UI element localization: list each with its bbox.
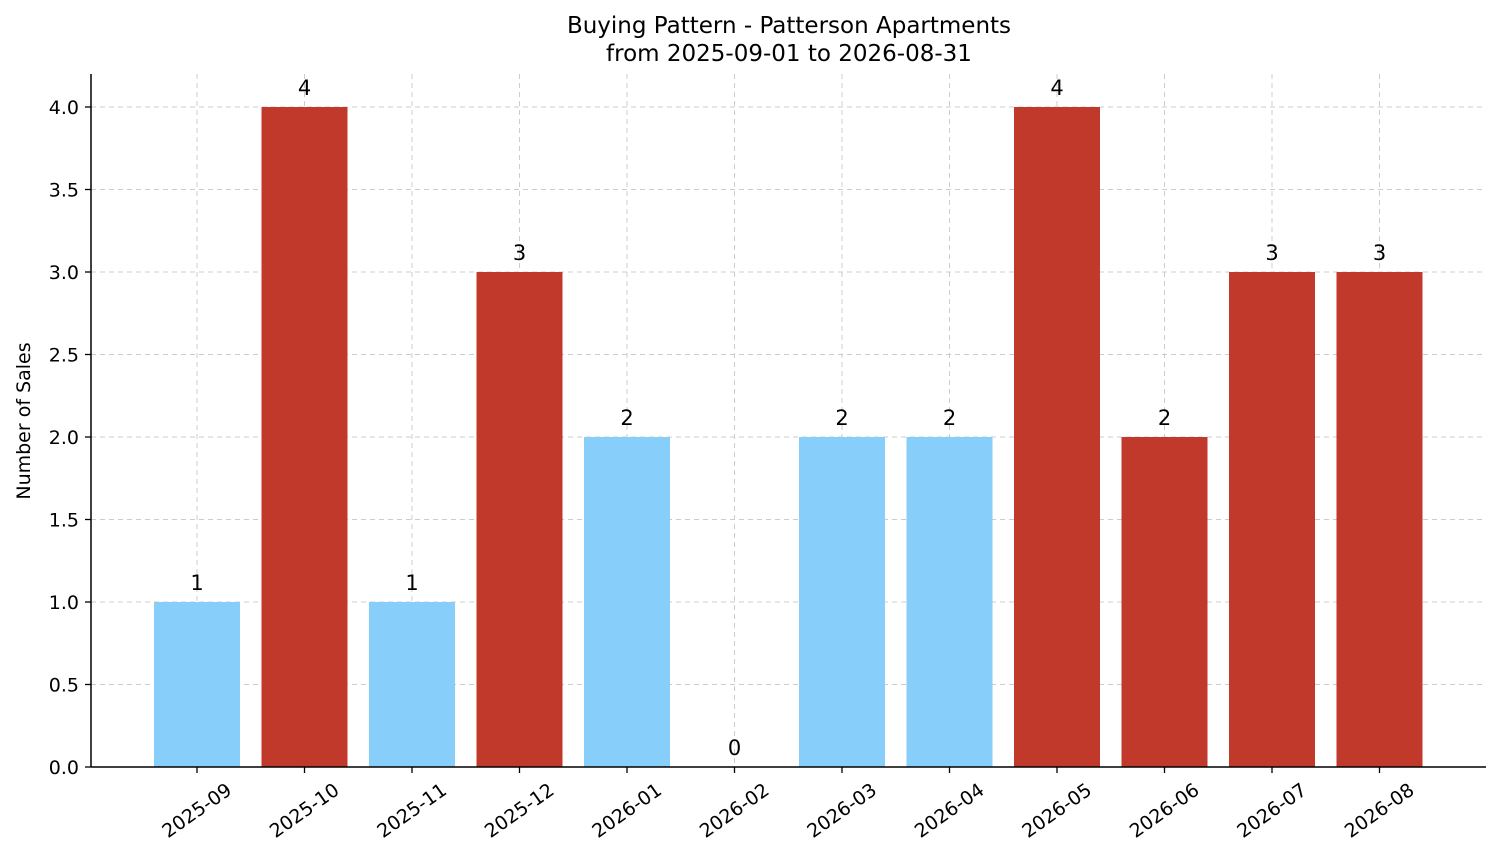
bar-value-label: 2 — [1158, 406, 1171, 430]
y-axis-label: Number of Sales — [13, 342, 35, 499]
bar-2026-01 — [584, 437, 670, 767]
bar-value-label: 3 — [1265, 241, 1278, 265]
x-tick-label: 2026-03 — [803, 779, 881, 843]
bar-2026-03 — [799, 437, 885, 767]
bar-2025-10 — [261, 107, 348, 767]
y-tick-label: 1.0 — [49, 592, 79, 614]
bar-2026-04 — [906, 437, 993, 767]
x-tick-label: 2025-09 — [158, 779, 236, 843]
x-tick-label: 2026-08 — [1341, 779, 1419, 843]
bar-2026-05 — [1014, 107, 1100, 767]
bar-value-label: 1 — [190, 571, 203, 595]
bar-value-label: 2 — [620, 406, 633, 430]
bar-2025-12 — [476, 272, 563, 767]
bar-value-label: 3 — [1373, 241, 1386, 265]
x-tick-label: 2026-05 — [1018, 779, 1096, 843]
bar-value-label: 1 — [405, 571, 418, 595]
data-labels: 1 4 1 3 2 0 2 2 4 2 3 3 — [190, 76, 1386, 760]
x-tick-label: 2026-04 — [911, 779, 989, 843]
bar-value-label: 2 — [943, 406, 956, 430]
chart-subtitle: from 2025-09-01 to 2026-08-31 — [606, 41, 972, 67]
x-tick-label: 2025-11 — [373, 779, 451, 843]
bar-2025-11 — [369, 602, 455, 767]
bars — [154, 107, 1423, 767]
y-tick-label: 2.0 — [49, 427, 79, 449]
chart-title: Buying Pattern - Patterson Apartments — [567, 13, 1011, 39]
bar-value-label: 2 — [835, 406, 848, 430]
y-tick-label: 0.5 — [49, 675, 79, 697]
x-tick-label: 2025-10 — [266, 779, 344, 843]
y-tick-label: 3.0 — [49, 262, 79, 284]
bar-2026-06 — [1121, 437, 1208, 767]
y-tick-label: 3.5 — [49, 180, 79, 202]
x-tick-label: 2025-12 — [481, 779, 559, 843]
bar-2025-09 — [154, 602, 240, 767]
y-tick-label: 4.0 — [49, 97, 79, 119]
y-tick-label: 0.0 — [49, 757, 79, 779]
x-tick-label: 2026-07 — [1233, 779, 1311, 843]
bar-value-label: 4 — [1050, 76, 1063, 100]
bar-value-label: 3 — [513, 241, 526, 265]
x-tick-label: 2026-02 — [696, 779, 774, 843]
bar-2026-07 — [1229, 272, 1315, 767]
bar-value-label: 0 — [728, 736, 741, 760]
y-tick-label: 1.5 — [49, 510, 79, 532]
y-tick-label: 2.5 — [49, 345, 79, 367]
bar-value-label: 4 — [298, 76, 311, 100]
bar-2026-08 — [1336, 272, 1423, 767]
x-tick-label: 2026-06 — [1126, 779, 1204, 843]
x-tick-label: 2026-01 — [588, 779, 666, 843]
